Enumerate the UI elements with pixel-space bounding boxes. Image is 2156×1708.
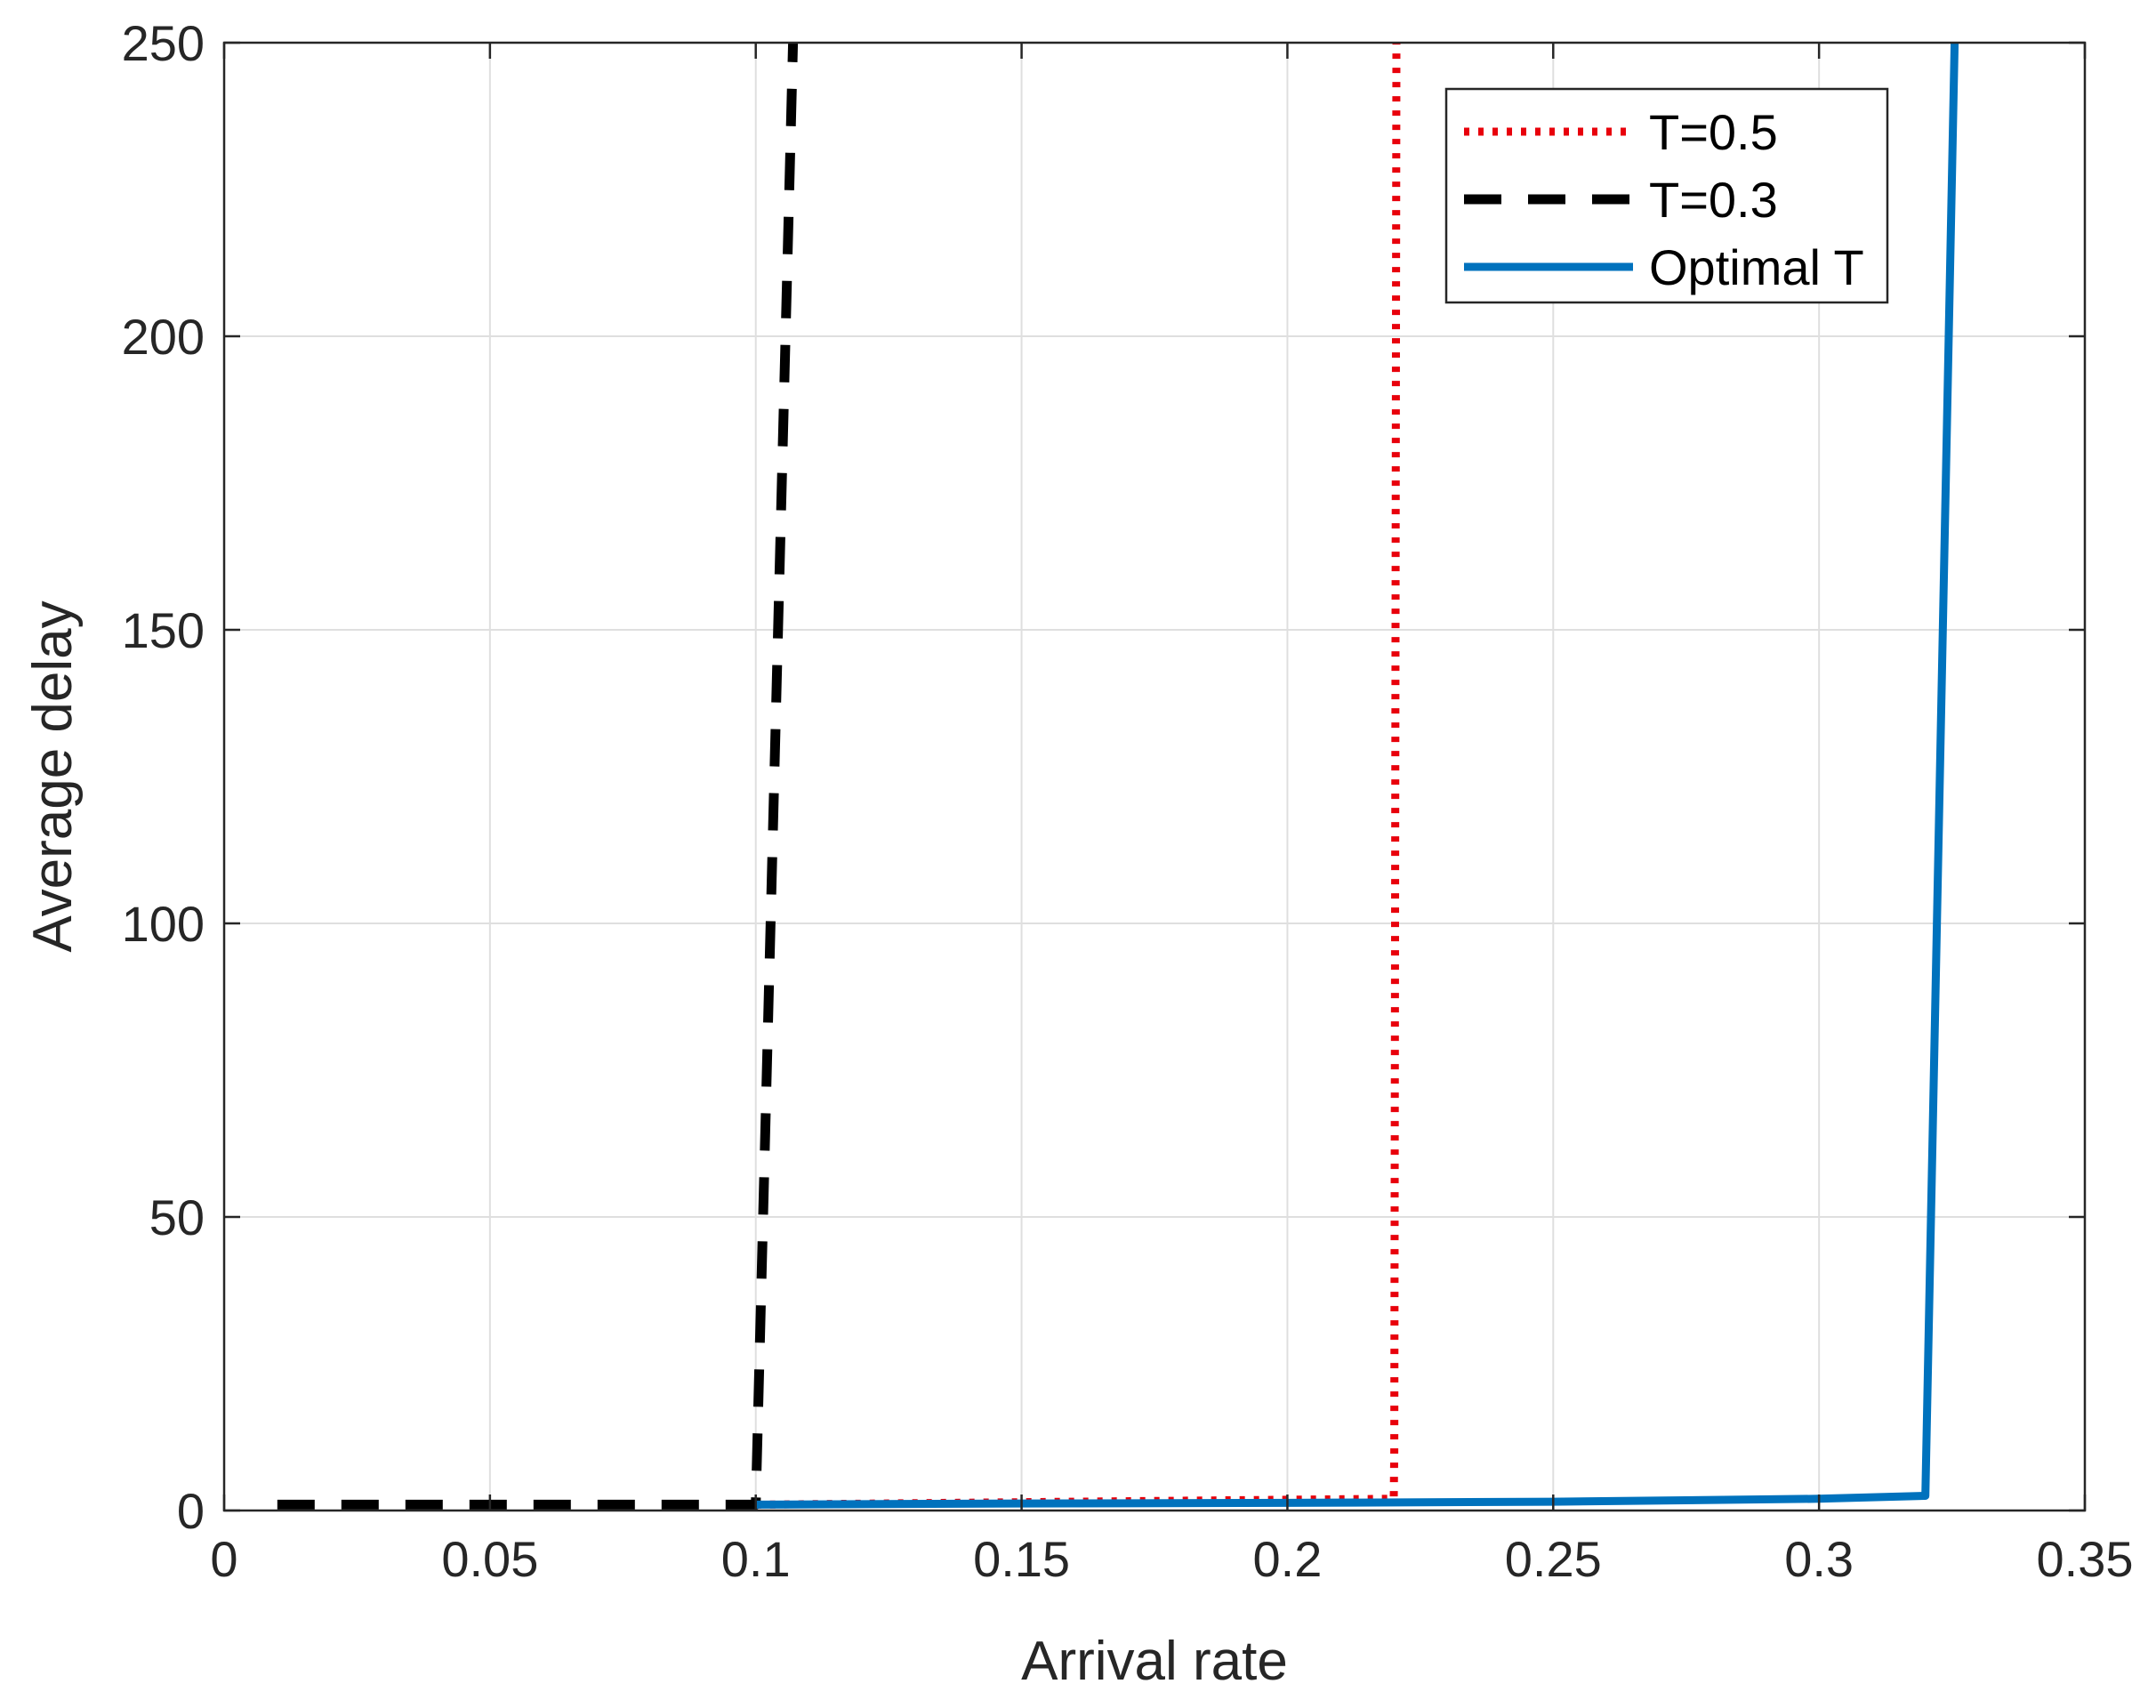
y-axis-label: Average delay	[22, 600, 84, 952]
legend-label-0: T=0.5	[1649, 104, 1778, 160]
y-tick-label: 150	[122, 602, 205, 658]
legend: T=0.5 T=0.3 Optimal T	[1444, 87, 1889, 304]
plot-frame	[222, 41, 2087, 1512]
y-tick-label: 250	[122, 15, 205, 71]
y-tick-label: 50	[149, 1189, 205, 1245]
x-tick-label: 0.25	[1505, 1531, 1602, 1587]
x-tick-label: 0.2	[1252, 1531, 1322, 1587]
x-tick-label: 0.15	[973, 1531, 1070, 1587]
x-axis-label: Arrival rate	[1021, 1631, 1288, 1692]
x-tick-label: 0.3	[1784, 1531, 1854, 1587]
axis-ticks: 0 0.05 0.1 0.15 0.2 0.25 0.3 0.35 0 50 100 150 200 25…	[122, 15, 2134, 1587]
legend-label-2: Optimal T	[1649, 239, 1864, 295]
legend-label-1: T=0.3	[1649, 172, 1778, 228]
y-tick-label: 200	[122, 309, 205, 365]
x-tick-label: 0.35	[2037, 1531, 2134, 1587]
grid	[224, 43, 2085, 1511]
y-tick-label: 100	[122, 896, 205, 952]
series-line-1	[277, 42, 799, 1510]
x-tick-label: 0.05	[441, 1531, 538, 1587]
x-tick-label: 0	[210, 1531, 237, 1587]
y-tick-label: 0	[177, 1483, 205, 1539]
x-tick-label: 0.1	[721, 1531, 791, 1587]
